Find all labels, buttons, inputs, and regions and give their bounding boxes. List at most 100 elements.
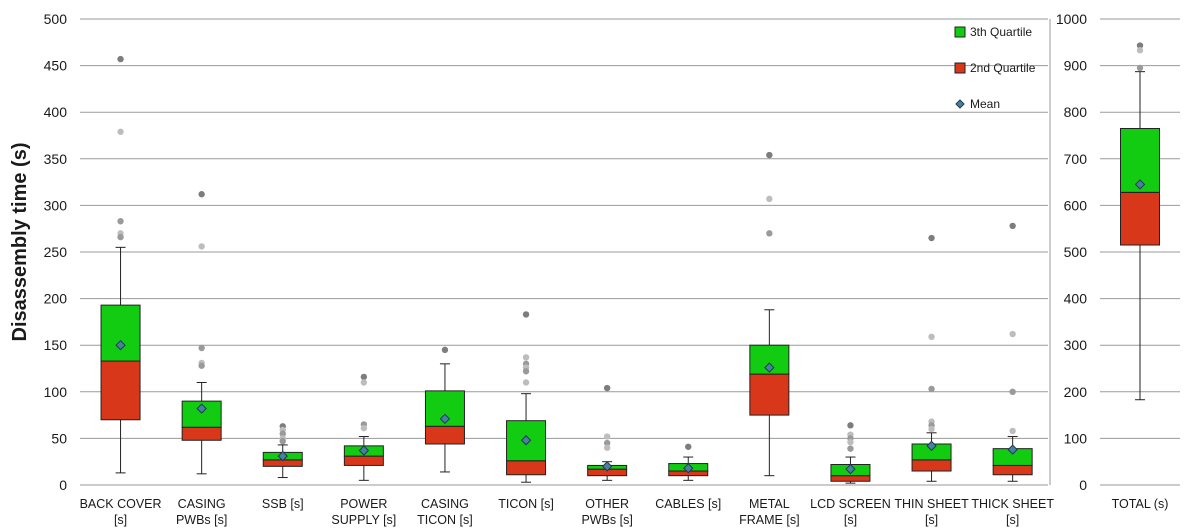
right-y-tick-label: 1000 — [1056, 11, 1087, 27]
category-label: [s] — [844, 513, 857, 527]
mean-marker — [358, 445, 370, 456]
right-y-tick-label: 700 — [1064, 151, 1088, 167]
box-plot — [911, 234, 952, 482]
second-quartile-box — [506, 460, 547, 476]
legend-item: 2nd Quartile — [954, 61, 1036, 75]
outlier-point — [603, 444, 611, 451]
box-plot — [668, 443, 709, 481]
left-y-tick-label: 100 — [44, 384, 68, 400]
box-plot — [749, 151, 790, 477]
outlier-point — [766, 195, 773, 203]
outlier-point — [1136, 64, 1144, 72]
second-quartile-box — [343, 455, 384, 466]
category-label: [s] — [114, 513, 127, 527]
box-plot — [100, 55, 141, 474]
outlier-point — [928, 425, 935, 433]
category-label: POWER — [340, 497, 387, 511]
y-axis-title: Disassembly time (s) — [9, 143, 31, 342]
outlier-point — [279, 430, 286, 437]
outlier-point — [441, 346, 449, 354]
box-plot — [262, 423, 303, 479]
outlier-point — [522, 354, 530, 361]
category-label: LCD SCREEN — [810, 497, 891, 511]
category-label: FRAME [s] — [739, 513, 799, 527]
outlier-point — [1009, 427, 1016, 435]
second-quartile-box — [749, 373, 790, 416]
category-label: TICON [s] — [498, 497, 554, 511]
right-y-tick-label: 400 — [1064, 291, 1088, 307]
right-y-tick-label: 300 — [1064, 337, 1088, 353]
category-label: [s] — [1006, 513, 1019, 527]
left-y-tick-label: 350 — [44, 151, 68, 167]
outlier-point — [117, 128, 124, 135]
category-label: CABLES [s] — [655, 497, 721, 511]
box-plots — [100, 42, 1160, 484]
category-label: [s] — [925, 513, 938, 527]
outlier-point — [603, 384, 611, 392]
outlier-point — [360, 424, 368, 432]
outlier-point — [928, 385, 935, 393]
outlier-point — [1136, 42, 1144, 49]
legend: 3th Quartile 2nd Quartile Mean — [954, 25, 1036, 111]
box-plot — [343, 373, 384, 481]
outlier-point — [198, 362, 205, 369]
right-y-tick-label: 500 — [1064, 244, 1088, 260]
legend-label: 2nd Quartile — [970, 61, 1036, 75]
mean-marker — [196, 403, 207, 414]
outlier-point — [198, 191, 205, 198]
outlier-point — [198, 344, 205, 352]
legend-label: 3th Quartile — [970, 25, 1032, 39]
left-y-tick-label: 150 — [44, 337, 68, 353]
category-label: THIN SHEET — [894, 497, 969, 511]
mean-marker — [1134, 179, 1146, 190]
mean-marker — [764, 362, 775, 373]
category-labels: BACK COVER [s] CASING PWBs [s] SSB [s] POWER S… — [80, 497, 1169, 527]
outlier-point — [279, 437, 286, 445]
outlier-point — [766, 151, 773, 159]
outlier-point — [522, 311, 530, 318]
left-y-tick-label: 300 — [44, 197, 68, 213]
left-y-tick-label: 200 — [44, 291, 68, 307]
left-chart-gridlines — [80, 18, 1048, 486]
mean-marker — [439, 413, 451, 425]
outlier-point — [1009, 330, 1016, 338]
outlier-point — [360, 373, 368, 381]
box-plot — [1120, 42, 1160, 401]
outlier-point — [847, 445, 854, 452]
outlier-point — [360, 379, 368, 386]
outlier-point — [522, 368, 530, 375]
left-y-tick-label: 50 — [51, 430, 67, 446]
second-quartile-box — [100, 360, 141, 421]
second-quartile-box — [424, 425, 465, 445]
category-label: PWBs [s] — [581, 513, 632, 527]
box-plot — [506, 311, 547, 483]
category-label: SSB [s] — [262, 497, 304, 511]
outlier-point — [847, 422, 854, 429]
mean-marker — [601, 461, 613, 472]
outlier-point — [198, 243, 205, 250]
outlier-point — [603, 439, 611, 447]
legend-swatch — [955, 99, 965, 109]
category-label: METAL — [749, 497, 790, 511]
outlier-point — [117, 218, 124, 225]
category-label: PWBs [s] — [176, 513, 227, 527]
second-quartile-box — [830, 475, 871, 482]
right-y-tick-label: 800 — [1064, 104, 1088, 120]
outlier-point — [1009, 222, 1016, 230]
right-y-tick-label: 100 — [1064, 430, 1088, 446]
outlier-point — [522, 379, 530, 386]
category-label: BACK COVER — [80, 497, 162, 511]
category-label: CASING — [178, 497, 226, 511]
right-y-tick-label: 200 — [1064, 384, 1088, 400]
mean-marker — [845, 463, 856, 475]
right-y-tick-label: 900 — [1064, 58, 1088, 74]
mean-marker — [115, 339, 126, 351]
box-plot — [992, 222, 1033, 482]
left-y-tick-label: 0 — [59, 477, 67, 493]
left-y-tick-label: 450 — [44, 58, 68, 74]
mean-marker — [520, 435, 532, 446]
right-y-tick-label: 0 — [1079, 477, 1087, 493]
category-label: TICON [s] — [417, 513, 473, 527]
outlier-point — [928, 333, 935, 341]
